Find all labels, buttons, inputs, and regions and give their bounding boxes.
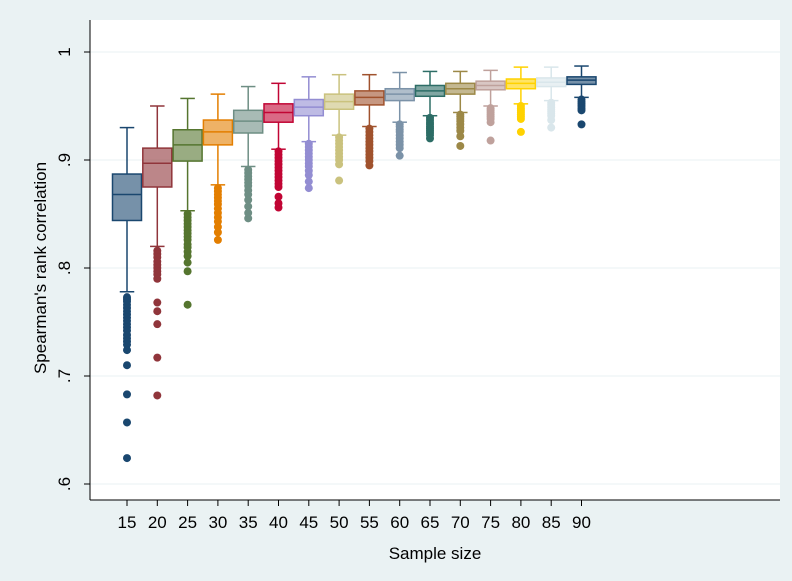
- box-group-90: [566, 65, 597, 129]
- box-group-25: [172, 97, 203, 309]
- x-tick-label: 65: [421, 513, 440, 532]
- x-tick-label: 35: [239, 513, 258, 532]
- box-group-35: [232, 85, 264, 223]
- outlier-point: [153, 307, 162, 316]
- x-tick-label: 30: [208, 513, 227, 532]
- x-tick-label: 90: [572, 513, 591, 532]
- outlier-point: [213, 235, 222, 244]
- y-tick-label: .8: [55, 261, 74, 275]
- x-tick-label: 80: [511, 513, 530, 532]
- box-group-70: [445, 70, 476, 150]
- box-group-85: [535, 66, 567, 132]
- outlier-point: [274, 183, 283, 191]
- outlier-point: [304, 177, 313, 186]
- box-group-75: [475, 69, 506, 145]
- x-tick-label: 40: [269, 513, 288, 532]
- x-tick-label: 70: [451, 513, 470, 532]
- outlier-point: [183, 267, 192, 276]
- outlier-point: [335, 160, 344, 169]
- outlier-point: [395, 144, 404, 153]
- outlier-point: [153, 298, 162, 307]
- box-series: [111, 65, 597, 463]
- outlier-point: [547, 116, 556, 125]
- outlier-point: [304, 184, 313, 193]
- outlier-point: [123, 361, 131, 370]
- outlier-point: [274, 192, 283, 201]
- outlier-point: [244, 195, 253, 204]
- x-tick-label: 55: [360, 513, 379, 532]
- gridlines: [90, 51, 780, 485]
- outlier-point: [244, 214, 253, 223]
- x-axis-label: Sample size: [389, 544, 482, 563]
- outlier-point: [547, 123, 556, 132]
- outlier-point: [123, 346, 131, 355]
- outlier-point: [123, 454, 131, 463]
- axis-labels: Sample size Spearman's rank correlation: [31, 162, 481, 563]
- y-tick-label: .6: [55, 477, 74, 491]
- outlier-point: [426, 134, 434, 143]
- plot-background: [90, 20, 780, 500]
- box-group-55: [354, 73, 385, 170]
- y-axis-label: Spearman's rank correlation: [31, 162, 50, 374]
- outlier-point: [153, 353, 162, 362]
- outlier-point: [183, 252, 192, 261]
- x-tick-label: 75: [481, 513, 500, 532]
- outlier-point: [213, 228, 222, 237]
- outlier-point: [153, 274, 162, 283]
- y-tick-label: .7: [55, 369, 74, 383]
- outlier-point: [456, 132, 465, 141]
- box-group-65: [414, 70, 446, 143]
- y-tick-label: 1: [55, 47, 74, 56]
- box-group-15: [111, 126, 143, 463]
- x-tick-label: 20: [148, 513, 167, 532]
- outlier-point: [244, 202, 253, 211]
- outlier-point: [365, 161, 374, 170]
- outlier-point: [304, 171, 313, 180]
- outlier-point: [153, 320, 162, 329]
- outlier-point: [486, 118, 495, 127]
- outlier-point: [123, 418, 131, 427]
- outlier-point: [123, 390, 131, 399]
- x-tick-label: 60: [390, 513, 409, 532]
- box-iqr: [111, 173, 143, 222]
- outlier-point: [577, 120, 586, 129]
- x-tick-label: 50: [330, 513, 349, 532]
- box-group-60: [384, 71, 415, 160]
- x-tick-label: 85: [542, 513, 561, 532]
- outlier-point: [516, 127, 525, 136]
- outlier-point: [153, 391, 162, 400]
- outlier-point: [274, 203, 283, 212]
- box-group-40: [263, 82, 294, 212]
- box-group-20: [142, 105, 173, 400]
- box-group-45: [293, 76, 325, 193]
- box-group-30: [202, 93, 234, 244]
- outlier-point: [395, 151, 404, 160]
- outlier-point: [577, 106, 586, 115]
- box-group-50: [323, 73, 355, 185]
- x-tick-label: 25: [178, 513, 197, 532]
- x-tick-label: 15: [118, 513, 137, 532]
- outlier-point: [456, 141, 465, 150]
- axes: .6 .7 .8 .9 1 15 20 25 30 35 40 45 50 55 60 65 70 75 80 85 9…: [55, 20, 780, 532]
- x-tick-label: 45: [299, 513, 318, 532]
- outlier-point: [516, 114, 525, 123]
- outlier-point: [335, 176, 344, 185]
- box-iqr: [142, 147, 173, 188]
- box-group-80: [505, 66, 537, 136]
- outlier-point: [183, 300, 192, 309]
- y-tick-label: .9: [55, 153, 74, 167]
- outlier-point: [183, 258, 192, 267]
- outlier-point: [486, 136, 495, 145]
